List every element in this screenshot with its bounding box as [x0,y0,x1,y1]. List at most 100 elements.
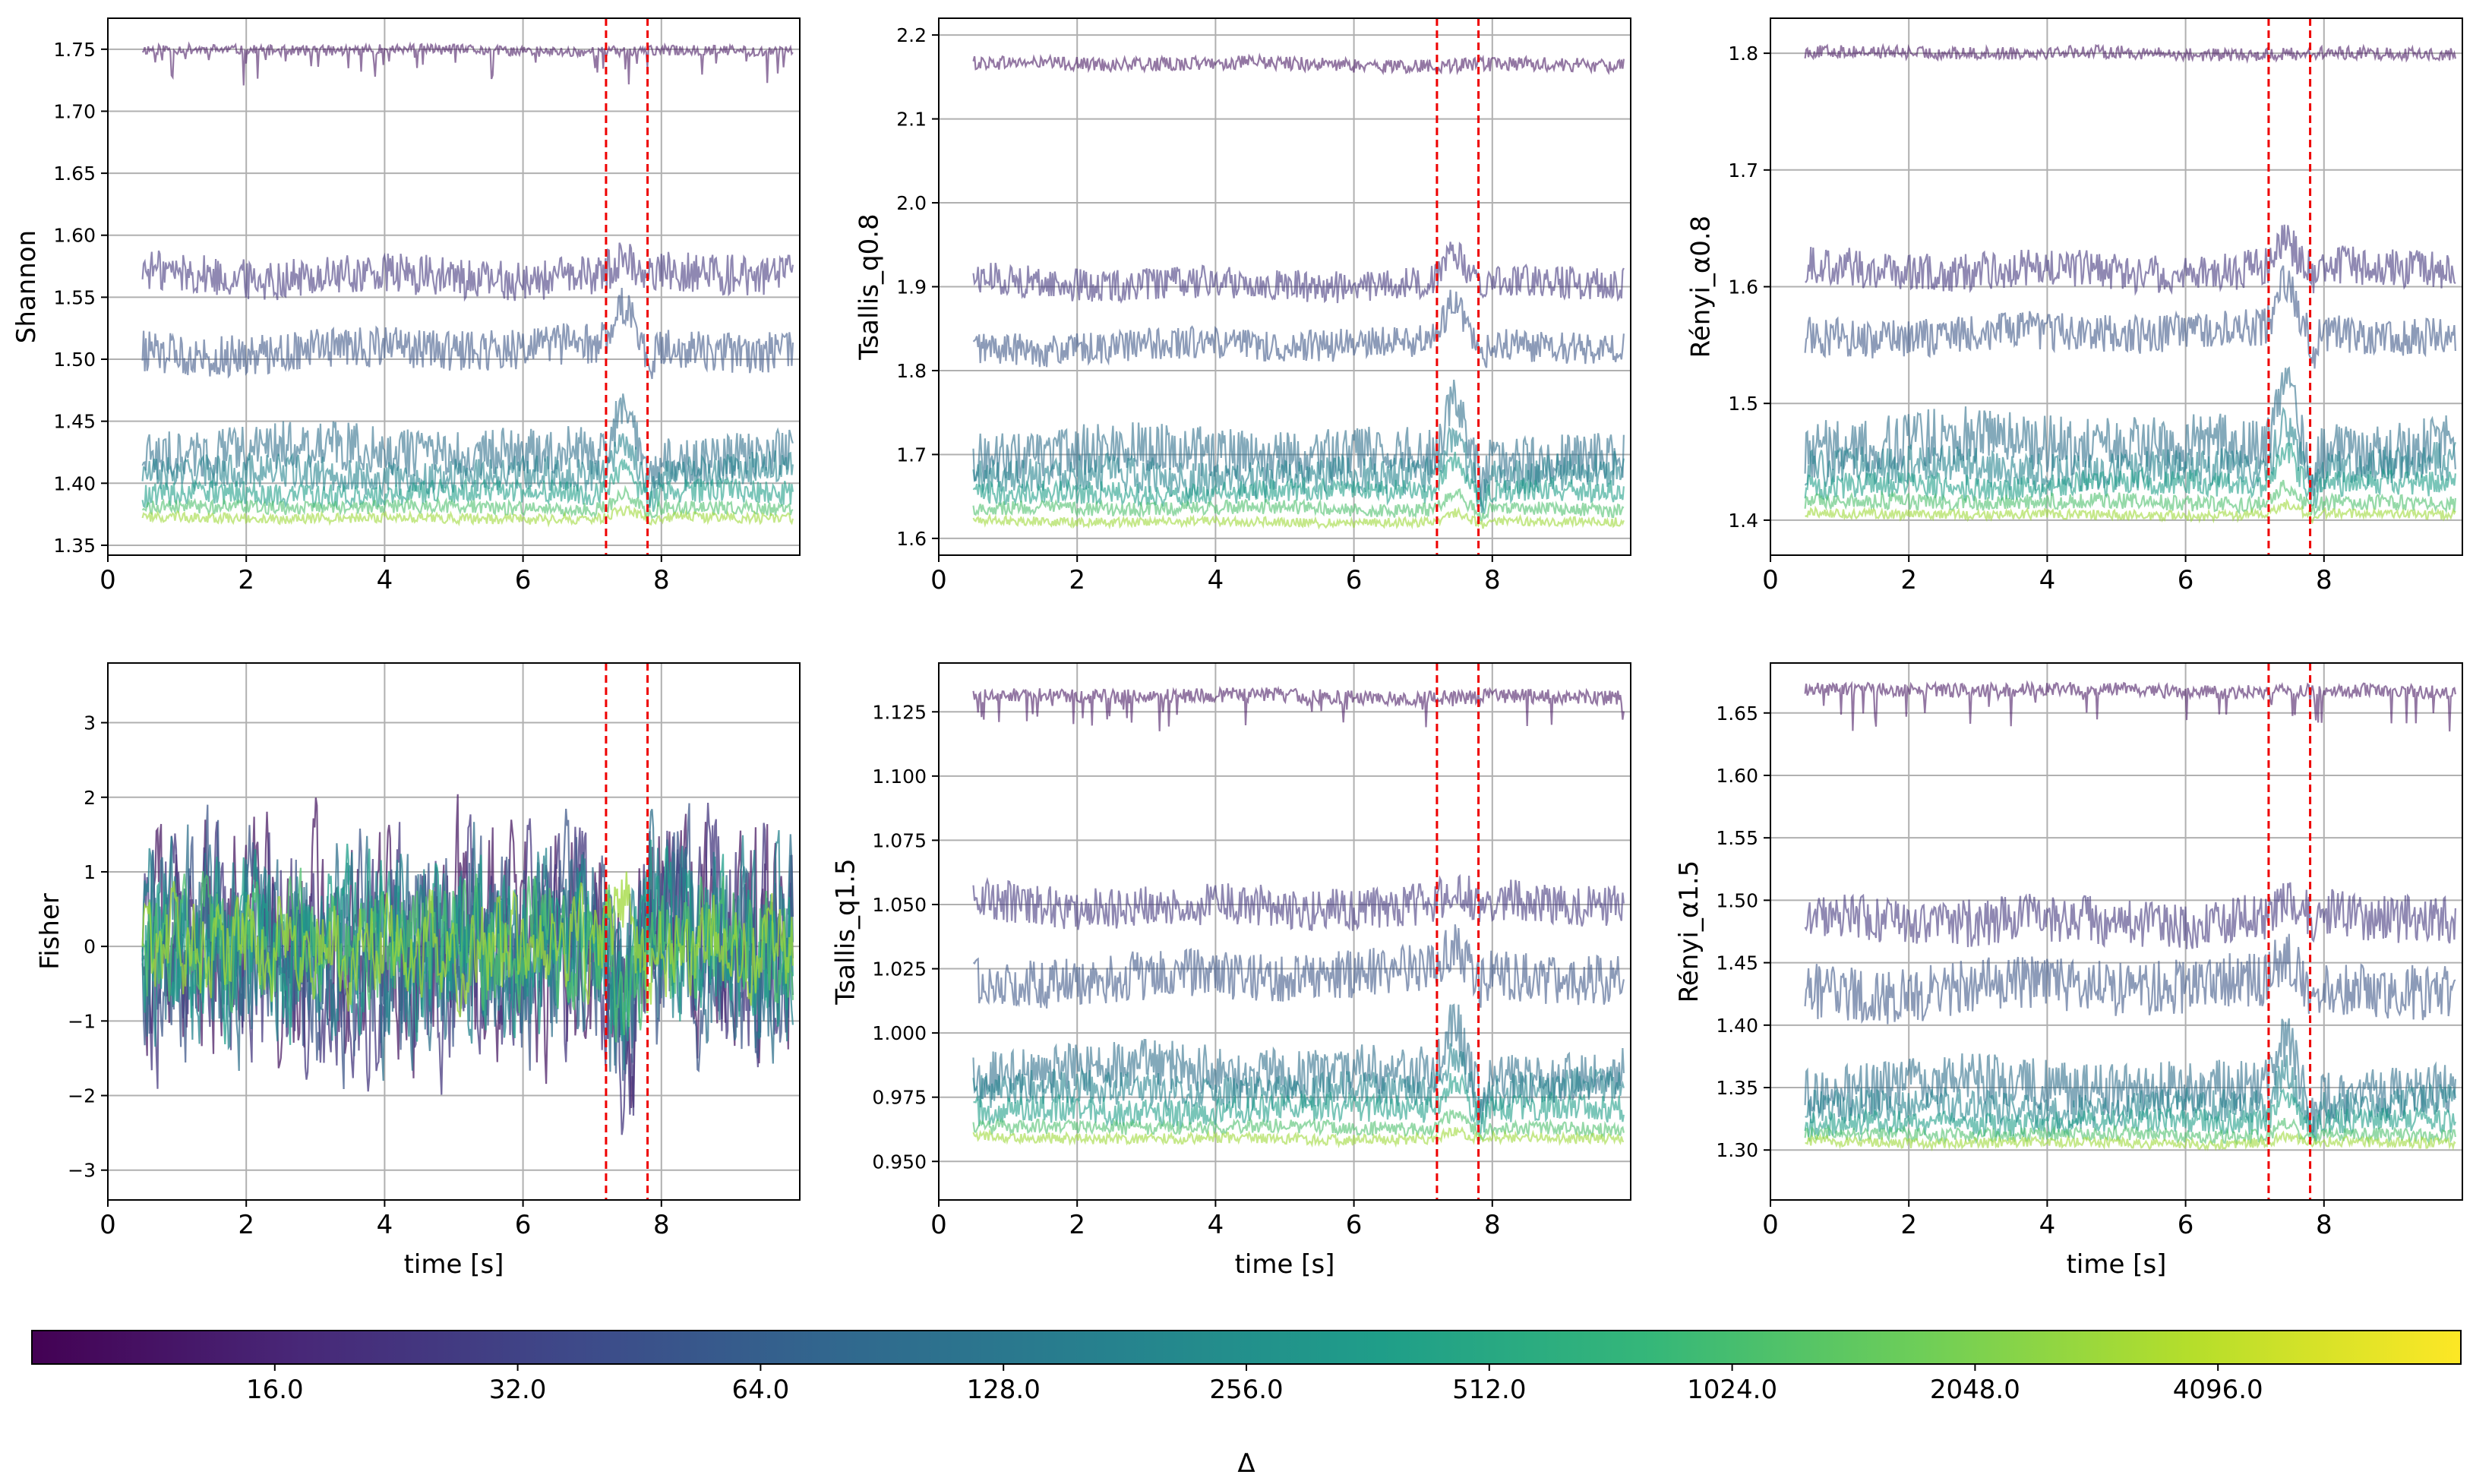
y-axis-label: Fisher [35,893,65,970]
x-tick-label: 4 [2039,1210,2056,1240]
series-line [972,1003,1625,1119]
colorbar-bar [31,1330,2462,1365]
axes-frame [107,17,801,556]
axes-frame [107,662,801,1201]
y-ticks: −3 −2 −1 0 1 2 3 [68,712,108,1182]
y-ticks: 1.6 1.7 1.8 1.9 2.0 2.1 2.2 [896,24,939,550]
series-line [973,1073,1625,1137]
y-tick-label: 1.100 [872,766,927,788]
y-ticks: 0.950 0.975 1.000 1.025 1.050 1.075 1.100 1.125 [872,701,939,1173]
series-line [972,685,1625,731]
series-line [1804,479,2456,518]
x-tick-label: 2 [1069,565,1085,595]
series-line [141,242,794,302]
series-line [141,393,794,488]
panel-renyi_a15: 0 2 4 6 8 1.30 1.35 1.40 1.45 1.50 1.55 1.60 1.65 Rén… [1674,662,2463,1280]
x-tick-label: 8 [2316,565,2332,595]
y-tick-label: 0 [84,936,96,958]
x-tick-label: 8 [2316,1210,2332,1240]
x-axis-label: time [s] [404,1249,504,1280]
axes-frame [938,662,1631,1201]
event-markers [1435,18,1480,555]
series-line [972,506,1625,530]
x-tick-label: 0 [99,1210,116,1240]
series-line [141,287,794,380]
series-line [1805,498,2456,525]
series-line [972,289,1625,368]
x-tick-label: 4 [1208,1210,1224,1240]
x-tick-label: 6 [515,1210,532,1240]
y-tick-label: 1.050 [872,894,927,916]
y-ticks: 1.4 1.5 1.6 1.7 1.8 [1728,43,1770,532]
x-ticks: 0 2 4 6 8 [99,555,670,595]
y-tick-label: 1.50 [53,349,96,371]
gridlines [938,18,1631,555]
x-tick-label: 2 [1900,1210,1917,1240]
panel-shannon: 0 2 4 6 8 1.35 1.40 1.45 1.50 1.55 1.60 1.65 1.70 1.7… [11,17,801,595]
event-markers [2267,663,2312,1200]
x-ticks: 0 2 4 6 8 [1762,1200,2332,1240]
series-line [1804,680,2456,732]
y-tick-label: 1.7 [1728,159,1758,182]
series-line [972,1126,1624,1149]
series-lines [972,52,1625,530]
series-line [1804,366,2456,497]
series-line [1805,224,2456,296]
series-line [1804,1018,2456,1132]
x-tick-label: 8 [1484,1210,1501,1240]
y-tick-label: 1.45 [53,411,96,433]
series-line [972,924,1625,1009]
colorbar-ticks: 16.0 32.0 64.0 128.0 256.0 512.0 1024.0 2048.0 4… [246,1364,2263,1405]
x-tick-label: 0 [1762,565,1779,595]
x-tick-label: 0 [930,1210,947,1240]
y-tick-label: 1.65 [53,163,96,185]
y-tick-label: 1.35 [53,535,96,557]
y-tick-label: 1.000 [872,1022,927,1044]
series-line [141,871,794,1018]
y-tick-label: −3 [68,1160,96,1182]
x-ticks: 0 2 4 6 8 [99,1200,670,1240]
y-axis-label: Tsallis_q0.8 [854,213,885,360]
colorbar-tick-label: 2048.0 [1930,1375,2020,1405]
x-tick-label: 6 [1346,1210,1363,1240]
y-tick-label: 1.40 [1716,1015,1758,1037]
colorbar-tick-label: 4096.0 [2173,1375,2263,1405]
colorbar-tick-label: 512.0 [1452,1375,1526,1405]
y-tick-label: 2 [84,787,96,809]
x-tick-label: 4 [377,565,393,595]
x-ticks: 0 2 4 6 8 [1762,555,2332,595]
y-tick-label: 1.075 [872,829,927,851]
colorbar-label: Δ [1237,1448,1255,1479]
y-tick-label: 1.55 [53,286,96,308]
series-line [972,1108,1625,1141]
y-tick-label: 1.6 [896,528,927,550]
y-tick-label: 1.6 [1728,276,1758,298]
x-tick-label: 2 [1900,565,1917,595]
y-axis-label: Rényi_α1.5 [1674,860,1704,1003]
x-tick-label: 2 [238,1210,254,1240]
axes-frame [1770,662,2463,1201]
y-tick-label: 1.50 [1716,889,1758,911]
y-axis-label: Tsallis_q1.5 [831,858,861,1005]
y-tick-label: 1.60 [53,225,96,247]
y-axis-label: Shannon [11,230,42,343]
x-tick-label: 2 [1069,1210,1085,1240]
series-line [141,433,794,508]
x-tick-label: 0 [99,565,116,595]
series-lines [1804,680,2456,1152]
series-line [972,1043,1625,1125]
event-markers [605,18,649,555]
y-tick-label: 2.2 [896,24,927,46]
series-line [1804,442,2456,509]
y-tick-label: 1.4 [1728,510,1758,532]
series-lines [1804,43,2456,525]
x-tick-label: 8 [653,565,670,595]
x-ticks: 0 2 4 6 8 [930,1200,1501,1240]
series-line [972,426,1625,513]
x-tick-label: 2 [238,565,254,595]
x-tick-label: 0 [1762,1210,1779,1240]
gridlines [938,663,1631,1200]
series-line [972,52,1625,76]
y-tick-label: 1.8 [896,360,927,382]
